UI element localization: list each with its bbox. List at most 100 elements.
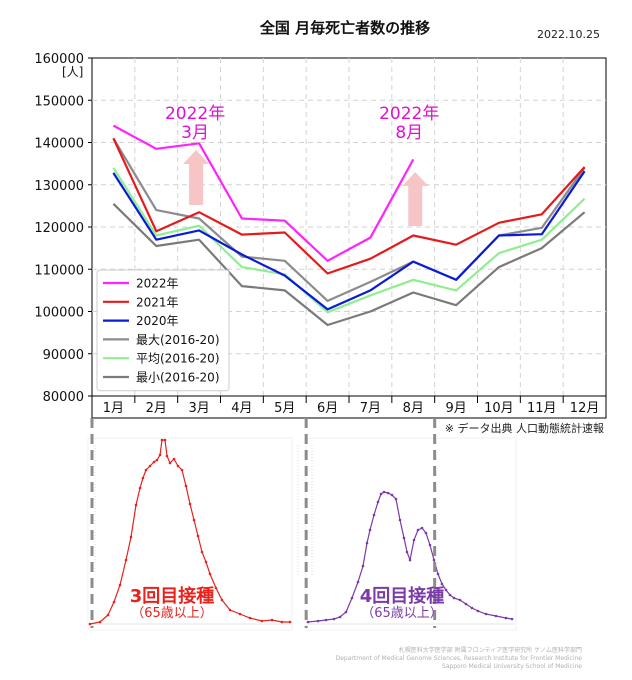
vaccination-point-3rd — [260, 619, 264, 623]
x-tick-label: 6月 — [317, 401, 338, 416]
vaccination-point-4th — [452, 596, 456, 600]
credit-line-2: Department of Medical Genome Sciences, R… — [336, 655, 583, 662]
vaccination-point-3rd — [138, 486, 142, 490]
y-tick-label: 80000 — [43, 390, 84, 405]
vaccination-point-3rd — [141, 476, 145, 480]
vaccination-point-4th — [448, 593, 452, 597]
vaccination-point-4th — [386, 491, 390, 495]
x-tick-label: 5月 — [274, 401, 295, 416]
legend-box — [96, 269, 230, 392]
vaccination-point-4th — [476, 609, 480, 613]
legend-label-2021: 2021年 — [136, 295, 179, 309]
vaccination-point-4th — [350, 596, 354, 600]
vaccination-point-3rd — [172, 457, 176, 461]
vaccination-point-4th — [344, 610, 348, 614]
x-axis-ticks: 1月 2月 3月 4月 5月 6月 7月 8月 9月 10月 11月 12月 — [103, 396, 600, 416]
vaccination-point-3rd — [204, 560, 208, 564]
vaccination-point-4th — [484, 612, 488, 616]
vaccination-point-3rd — [280, 620, 284, 624]
y-tick-label: 120000 — [34, 221, 84, 236]
vaccination-point-3rd — [188, 502, 192, 506]
vaccination-point-3rd — [180, 468, 184, 472]
vaccination-points-3rd — [88, 438, 292, 626]
vaccination-point-4th — [356, 580, 360, 584]
vaccination-point-4th — [458, 598, 462, 602]
vaccination-point-4th — [412, 538, 416, 542]
vaccination-point-4th — [402, 536, 406, 540]
vaccination-label-4th: 4回目接種 — [360, 585, 445, 607]
vaccination-axis-hints — [90, 445, 514, 625]
vaccination-point-3rd — [220, 598, 224, 602]
vaccination-point-4th — [379, 492, 383, 496]
vaccination-point-4th — [338, 615, 342, 619]
vaccination-point-4th — [316, 619, 320, 623]
vaccination-point-3rd — [192, 518, 196, 522]
series-line-2020 — [112, 170, 586, 311]
up-arrow — [402, 172, 429, 226]
vaccination-point-4th — [376, 500, 380, 504]
y-tick-label: 140000 — [34, 137, 84, 152]
vaccination-point-3rd — [163, 438, 167, 442]
vaccination-point-3rd — [200, 550, 204, 554]
y-axis-unit: [人] — [62, 65, 83, 79]
vaccination-point-4th — [324, 618, 328, 622]
vaccination-point-3rd — [152, 460, 156, 464]
vaccination-point-3rd — [238, 612, 242, 616]
x-tick-label: 12月 — [570, 401, 600, 416]
credit-line-1: 札幌医科大学医学部 附属フロンティア医学研究所 ゲノム医科学部門 — [399, 646, 582, 654]
x-tick-label: 11月 — [527, 401, 557, 416]
x-tick-label: 4月 — [231, 401, 252, 416]
x-tick-label: 1月 — [103, 401, 124, 416]
credit-line-3: Sapporo Medical University School of Med… — [442, 663, 582, 670]
vaccination-point-4th — [504, 616, 508, 620]
y-tick-label: 90000 — [43, 348, 84, 363]
vaccination-point-3rd — [288, 620, 292, 624]
vaccination-point-3rd — [160, 438, 164, 442]
vaccination-point-3rd — [214, 586, 218, 590]
month-guide-dashes — [90, 418, 437, 628]
x-tick-label: 7月 — [360, 401, 381, 416]
vaccination-points-4th — [306, 490, 514, 624]
vaccination-point-4th — [408, 558, 412, 562]
vaccination-charts: 3回目接種 （65歳以上） 4回目接種 （65歳以上） — [87, 418, 517, 631]
vaccination-point-4th — [510, 617, 514, 621]
vaccination-point-3rd — [106, 613, 110, 617]
annotation-aug-month: 8月 — [395, 123, 423, 143]
x-tick-label: 3月 — [188, 401, 209, 416]
vaccination-point-4th — [440, 582, 444, 586]
vaccination-point-3rd — [112, 600, 116, 604]
vaccination-point-3rd — [270, 618, 274, 622]
series-lines — [112, 124, 586, 327]
credit: 札幌医科大学医学部 附属フロンティア医学研究所 ゲノム医科学部門 Departm… — [336, 646, 583, 670]
vaccination-point-4th — [444, 588, 448, 592]
vaccination-curve-3rd — [89, 439, 290, 625]
vaccination-point-4th — [424, 531, 428, 535]
chart-date: 2022.10.25 — [537, 28, 600, 41]
vaccination-point-3rd — [124, 558, 128, 562]
vaccination-point-4th — [382, 490, 386, 494]
vaccination-point-4th — [365, 541, 369, 545]
vaccination-point-3rd — [248, 616, 252, 620]
y-tick-label: 110000 — [34, 263, 84, 278]
vaccination-frame-3rd — [87, 437, 293, 631]
legend-label-2022: 2022年 — [136, 277, 179, 291]
vaccination-sub-3rd: （65歳以上） — [131, 606, 213, 621]
vaccination-point-3rd — [228, 608, 232, 612]
y-tick-label: 100000 — [34, 306, 84, 321]
legend-label-avg: 平均(2016-20) — [136, 352, 220, 366]
x-axis: 1月 2月 3月 4月 5月 6月 7月 8月 9月 10月 11月 12月 — [91, 395, 607, 419]
vaccination-point-3rd — [134, 503, 138, 507]
vaccination-label-3rd: 3回目接種 — [130, 585, 215, 607]
series-line-2022 — [112, 124, 415, 262]
series-line-min — [112, 203, 586, 327]
line-plot-area: 80000 90000 100000 110000 120000 130000 140000… — [34, 52, 607, 405]
chart-title: 全国 月毎死亡者数の推移 — [259, 19, 430, 37]
y-tick-label: 130000 — [34, 179, 84, 194]
vaccination-point-4th — [416, 528, 420, 532]
vaccination-point-3rd — [88, 622, 92, 626]
source-note: ※ データ出典 人口動態統計速報 — [445, 421, 604, 435]
vaccination-point-3rd — [144, 468, 148, 472]
